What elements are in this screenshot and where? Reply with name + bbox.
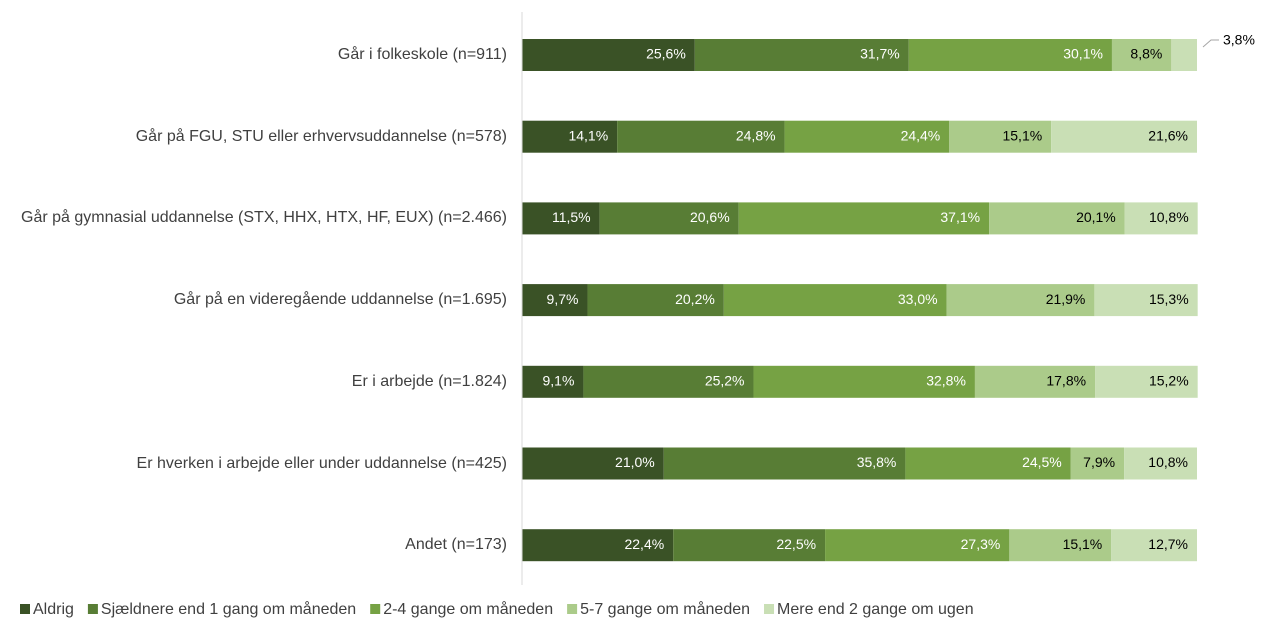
legend-swatch	[764, 604, 775, 614]
value-label: 3,8%	[1223, 32, 1255, 48]
category-label: Er hverken i arbejde eller under uddanne…	[4, 454, 507, 474]
value-label: 32,8%	[926, 373, 966, 389]
bar-segment	[989, 202, 1125, 235]
category-label: Går på gymnasial uddannelse (STX, HHX, H…	[4, 208, 507, 228]
value-label: 8,8%	[1130, 46, 1162, 62]
bar-segment	[908, 39, 1112, 71]
bar-segment	[1124, 447, 1197, 480]
value-label: 12,7%	[1148, 536, 1188, 552]
bar-segment	[587, 284, 724, 317]
bar-segment	[522, 447, 664, 480]
category-text: Er i arbejde (n=1.824)	[351, 372, 507, 390]
legend-swatch	[567, 604, 578, 614]
bar-segment	[784, 120, 950, 153]
bar-segment	[738, 202, 990, 235]
value-label: 14,1%	[568, 127, 608, 143]
value-label: 20,2%	[675, 291, 715, 307]
value-label: 37,1%	[940, 209, 980, 225]
value-label: 15,1%	[1063, 536, 1103, 552]
value-label: 24,8%	[736, 127, 776, 143]
category-text: Går på FGU, STU eller erhvervsuddannelse…	[135, 127, 507, 145]
value-label: 10,8%	[1149, 209, 1189, 225]
value-label: 9,1%	[543, 373, 575, 389]
category-text: Går på gymnasial uddannelse (STX, HHX, H…	[21, 209, 507, 227]
legend-label: 5-7 gange om måneden	[580, 600, 750, 618]
legend-label: 2-4 gange om måneden	[383, 600, 553, 618]
bar-segment	[974, 365, 1096, 398]
bar-segment	[1124, 202, 1198, 235]
value-label: 15,2%	[1149, 373, 1189, 389]
value-label: 24,5%	[1022, 454, 1062, 470]
value-label: 33,0%	[898, 291, 938, 307]
bar-segment	[617, 120, 785, 153]
value-label: 9,7%	[547, 291, 579, 307]
bar-segment	[522, 120, 618, 153]
leader-line	[1202, 39, 1219, 48]
value-label: 21,9%	[1046, 291, 1086, 307]
bar-segment	[583, 365, 754, 398]
value-label: 31,7%	[860, 46, 900, 62]
bar-segment	[673, 529, 826, 562]
bar-segment	[522, 39, 695, 71]
bar-segment	[1009, 529, 1112, 562]
bar-segment	[694, 39, 909, 71]
bar-segment	[1094, 284, 1198, 317]
value-label: 15,3%	[1149, 291, 1189, 307]
value-label: 20,1%	[1076, 209, 1116, 225]
value-label: 25,6%	[646, 46, 686, 62]
legend-swatch	[370, 604, 381, 614]
value-label: 15,1%	[1002, 127, 1042, 143]
legend-label: Aldrig	[33, 601, 74, 618]
value-label: 30,1%	[1063, 46, 1103, 62]
category-text: Går i folkeskole (n=911)	[337, 46, 507, 63]
bar-segment	[946, 284, 1095, 317]
value-label: 7,9%	[1083, 454, 1115, 470]
legend-swatch	[20, 604, 30, 614]
bar-segment	[599, 202, 739, 235]
category-label: Går på en videregående uddannelse (n=1.6…	[4, 290, 507, 310]
bar-segment	[825, 529, 1010, 562]
legend-swatch	[87, 604, 98, 614]
bar-segment	[723, 284, 947, 317]
bar-segment	[663, 447, 906, 480]
bar-segment	[905, 447, 1071, 480]
value-label: 22,5%	[776, 536, 816, 552]
value-label: 24,4%	[901, 127, 941, 143]
value-label: 11,5%	[552, 209, 591, 225]
category-text: Andet (n=173)	[405, 536, 507, 554]
value-label: 22,4%	[624, 536, 664, 552]
value-label: 35,8%	[857, 454, 897, 470]
bar-segment	[1171, 39, 1197, 71]
bar-segment	[1111, 39, 1172, 71]
legend-label: Mere end 2 gange om ugen	[777, 601, 974, 618]
value-label: 21,0%	[615, 454, 655, 470]
bar-segment	[522, 365, 584, 398]
category-text: Går på en videregående uddannelse (n=1.6…	[173, 291, 507, 309]
bar-segment	[522, 529, 674, 562]
bar-segment	[1095, 365, 1198, 398]
bar-segment	[522, 284, 588, 317]
bar-segment	[1070, 447, 1125, 480]
bar-segment	[949, 120, 1052, 153]
bar-segment	[753, 365, 975, 398]
value-label: 17,8%	[1046, 373, 1086, 389]
value-label: 20,6%	[690, 209, 730, 225]
bar-segment	[522, 202, 600, 235]
value-label: 21,6%	[1148, 127, 1188, 143]
legend-label: Sjældnere end 1 gang om måneden	[101, 600, 356, 618]
value-label: 10,8%	[1148, 454, 1188, 470]
category-label: Er i arbejde (n=1.824)	[4, 372, 507, 392]
category-label: Går i folkeskole (n=911)	[4, 45, 507, 65]
category-label: Andet (n=173)	[4, 535, 507, 555]
category-label: Går på FGU, STU eller erhvervsuddannelse…	[4, 127, 507, 147]
bar-segment	[1111, 529, 1197, 562]
value-label: 27,3%	[961, 536, 1001, 552]
bar-segment	[1051, 120, 1197, 153]
value-label: 25,2%	[705, 373, 745, 389]
category-text: Er hverken i arbejde eller under uddanne…	[136, 454, 507, 472]
